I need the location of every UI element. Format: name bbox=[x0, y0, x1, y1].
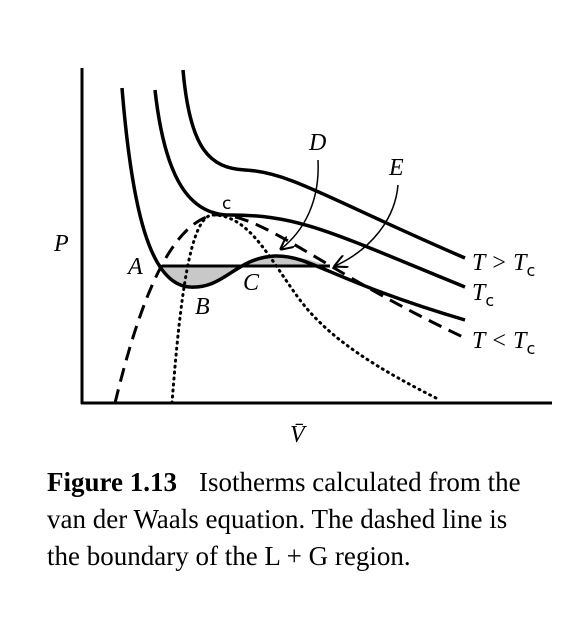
curve-label-subscript: c bbox=[485, 291, 494, 310]
coexistence-boundary bbox=[113, 213, 466, 404]
isotherm-above-tc bbox=[181, 69, 466, 260]
curve-label: T > Tc bbox=[472, 250, 535, 280]
curve-label: Tc bbox=[472, 280, 494, 310]
curve-label-subscript: c bbox=[526, 339, 535, 358]
caption-label: Figure 1.13 bbox=[47, 467, 177, 497]
isotherm-below-tc bbox=[120, 87, 466, 322]
curve-label-subscript: c bbox=[526, 261, 535, 280]
arrow-d bbox=[281, 159, 319, 249]
arrow-e bbox=[335, 184, 399, 266]
curve-label-text: T > T bbox=[472, 250, 528, 276]
point-label: c bbox=[222, 194, 231, 214]
curve-label-text: T bbox=[472, 280, 487, 306]
caption: Figure 1.13 Isotherms calculated from the… bbox=[47, 464, 537, 575]
curve-label: T < Tc bbox=[472, 328, 535, 358]
curve-label-text: T < T bbox=[472, 328, 528, 354]
point-label: E bbox=[388, 155, 404, 181]
point-label: A bbox=[126, 254, 143, 280]
point-label: B bbox=[195, 294, 210, 320]
point-label: C bbox=[243, 270, 260, 296]
lower-lobe bbox=[162, 266, 240, 288]
caption-text: Isotherms calculated from the van der Wa… bbox=[47, 467, 521, 571]
spinodal-boundary bbox=[170, 213, 442, 405]
x-axis-label: V̄ bbox=[290, 422, 307, 448]
y-axis-label: P bbox=[53, 231, 69, 257]
isotherm-tc bbox=[153, 89, 466, 289]
point-label: D bbox=[308, 130, 326, 156]
